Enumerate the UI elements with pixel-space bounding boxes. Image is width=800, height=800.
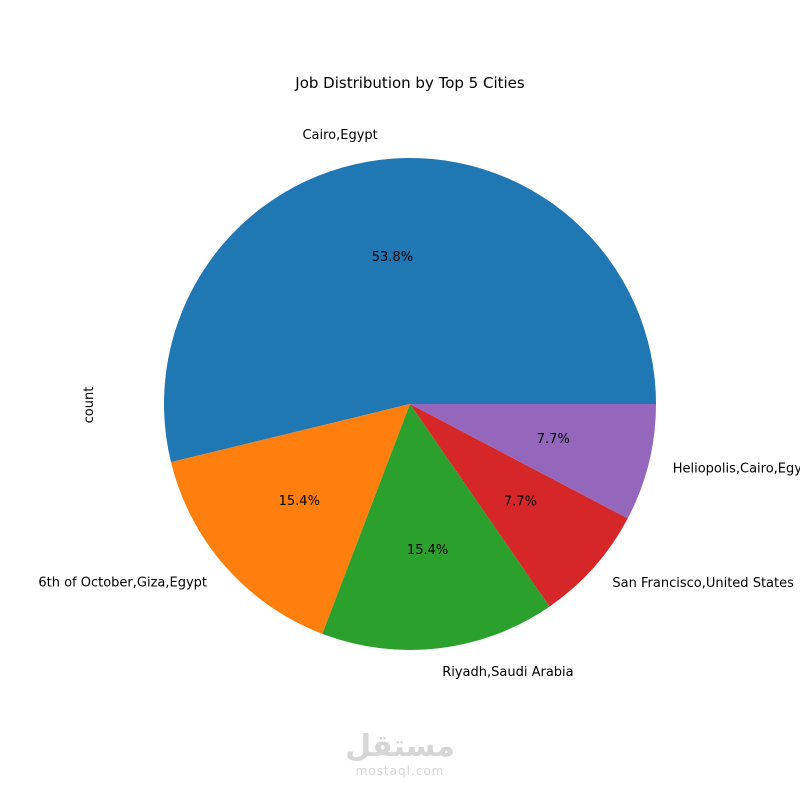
slice-label-cairo-egypt: Cairo,Egypt — [302, 128, 377, 143]
percent-label-san-francisco-united-states: 7.7% — [504, 494, 537, 509]
pie-slices — [163, 157, 656, 650]
chart-title: Job Distribution by Top 5 Cities — [294, 74, 525, 92]
y-axis-label: count — [82, 387, 97, 424]
pie-slice-heliopolis-cairo-egypt — [410, 404, 656, 519]
pie-labels: Cairo,Egypt 53.8% 6th of October,Giza,Egyp… — [38, 128, 800, 680]
pie-slice-6th-of-october-giza-egypt — [170, 404, 410, 634]
watermark-logo: مستقل mostaql.com — [300, 729, 500, 779]
pie-slice-san-francisco-united-states — [410, 404, 628, 607]
percent-label-6th-of-october-giza-egypt: 15.4% — [279, 494, 320, 509]
percent-label-riyadh-saudi-arabia: 15.4% — [407, 543, 448, 558]
slice-label-6th-of-october-giza-egypt: 6th of October,Giza,Egypt — [38, 575, 207, 590]
pie-slice-riyadh-saudi-arabia — [322, 404, 550, 650]
slice-label-heliopolis-cairo-egypt: Heliopolis,Cairo,Egypt — [673, 461, 800, 476]
percent-label-cairo-egypt: 53.8% — [372, 250, 413, 265]
pie-slice-cairo-egypt — [163, 157, 656, 463]
slice-label-san-francisco-united-states: San Francisco,United States — [612, 576, 794, 591]
percent-label-heliopolis-cairo-egypt: 7.7% — [537, 432, 570, 447]
watermark-arabic: مستقل — [345, 729, 455, 764]
slice-label-riyadh-saudi-arabia: Riyadh,Saudi Arabia — [442, 665, 573, 680]
watermark-latin: mostaql.com — [355, 764, 445, 778]
